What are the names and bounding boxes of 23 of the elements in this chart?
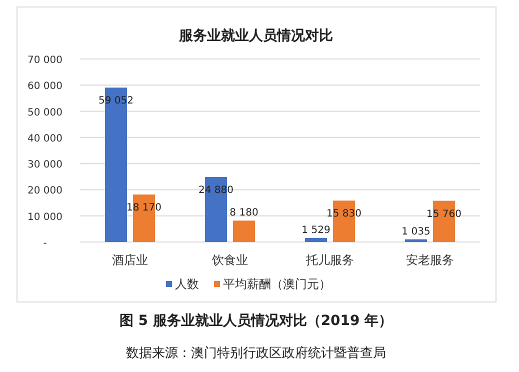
x-tick-label: 托儿服务 <box>305 253 354 267</box>
data-label: 8 180 <box>230 208 258 219</box>
legend-label: 人数 <box>175 277 199 291</box>
legend-label: 平均薪酬（澳门元） <box>223 277 331 291</box>
y-tick-label: 20 000 <box>28 186 62 197</box>
x-tick-label: 酒店业 <box>112 253 148 267</box>
chart-title: 服务业就业人员情况对比 <box>178 28 333 44</box>
y-tick-label: 60 000 <box>28 81 62 92</box>
y-tick-label: 70 000 <box>28 55 62 66</box>
y-tick-label: 10 000 <box>28 212 62 223</box>
bar <box>405 239 427 242</box>
y-tick-label: 30 000 <box>28 160 62 171</box>
y-tick-label: 50 000 <box>28 107 62 118</box>
data-label: 1 529 <box>302 225 330 236</box>
caption: 图 5 服务业就业人员情况对比（2019 年） <box>119 313 393 329</box>
bar <box>305 238 327 242</box>
data-label: 1 035 <box>402 226 430 238</box>
source-note: 数据来源：澳门特别行政区政府统计暨普查局 <box>126 345 386 361</box>
y-tick-label: 40 000 <box>28 133 62 144</box>
x-tick-label: 饮食业 <box>211 253 248 267</box>
bar <box>233 220 255 242</box>
y-tick-label: - <box>43 238 48 249</box>
x-tick-label: 安老服务 <box>406 253 454 267</box>
